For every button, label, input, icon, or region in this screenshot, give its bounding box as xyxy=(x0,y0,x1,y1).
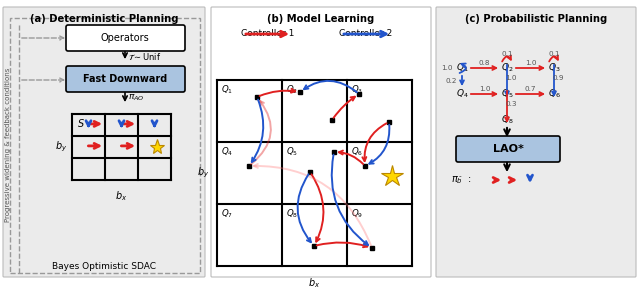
Text: 0.2: 0.2 xyxy=(445,78,457,84)
Text: $S$: $S$ xyxy=(77,117,85,129)
Text: (c) Probabilistic Planning: (c) Probabilistic Planning xyxy=(465,14,607,24)
Text: (a) Deterministic Planning: (a) Deterministic Planning xyxy=(29,14,179,24)
Text: $Q_6$: $Q_6$ xyxy=(351,146,363,159)
Text: 0.7: 0.7 xyxy=(525,86,536,92)
Text: Controller 1: Controller 1 xyxy=(241,29,294,38)
Bar xyxy=(10,18,200,273)
FancyBboxPatch shape xyxy=(66,25,185,51)
Text: 0.3: 0.3 xyxy=(505,101,516,107)
Text: $Q_9$: $Q_9$ xyxy=(351,208,363,220)
FancyBboxPatch shape xyxy=(436,7,636,277)
FancyBboxPatch shape xyxy=(3,7,205,277)
Text: Operators: Operators xyxy=(100,33,149,43)
Text: $b_y$: $b_y$ xyxy=(55,140,67,154)
FancyBboxPatch shape xyxy=(66,66,185,92)
Text: $Q_7$: $Q_7$ xyxy=(221,208,233,220)
Text: 1.0: 1.0 xyxy=(525,60,536,66)
Text: $Q_8$: $Q_8$ xyxy=(286,208,298,220)
Text: 1.0: 1.0 xyxy=(505,75,516,81)
Text: Progressive widening & feedback conditions: Progressive widening & feedback conditio… xyxy=(5,68,11,222)
Text: $Q_6$: $Q_6$ xyxy=(548,88,561,100)
Text: 0.8: 0.8 xyxy=(479,60,490,66)
Text: $\pi_{\bar{b}}$  :: $\pi_{\bar{b}}$ : xyxy=(451,174,472,186)
Text: $\hat{\mathcal{T}} \sim \mathrm{Unif}$: $\hat{\mathcal{T}} \sim \mathrm{Unif}$ xyxy=(128,49,161,63)
Text: 1.0: 1.0 xyxy=(479,86,490,92)
Text: $Q_4$: $Q_4$ xyxy=(456,88,468,100)
Text: 0.9: 0.9 xyxy=(552,75,564,81)
Text: $b_x$: $b_x$ xyxy=(115,189,127,203)
Text: 0.1: 0.1 xyxy=(501,51,513,57)
Text: $Q_3$: $Q_3$ xyxy=(351,84,363,97)
Text: $Q_2$: $Q_2$ xyxy=(500,62,513,74)
Text: $Q_4$: $Q_4$ xyxy=(221,146,233,159)
Text: $Q_8$: $Q_8$ xyxy=(500,114,513,126)
Text: 0.1: 0.1 xyxy=(548,51,560,57)
FancyBboxPatch shape xyxy=(211,7,431,277)
Text: $Q_1$: $Q_1$ xyxy=(456,62,468,74)
Text: $Q_5$: $Q_5$ xyxy=(286,146,298,159)
Text: $Q_1$: $Q_1$ xyxy=(221,84,233,97)
Text: (b) Model Learning: (b) Model Learning xyxy=(268,14,374,24)
Text: $b_y$: $b_y$ xyxy=(196,166,209,180)
Text: LAO*: LAO* xyxy=(493,144,524,154)
FancyBboxPatch shape xyxy=(456,136,560,162)
Text: 1.0: 1.0 xyxy=(441,65,452,71)
Text: Fast Downward: Fast Downward xyxy=(83,74,167,84)
Text: $Q_2$: $Q_2$ xyxy=(286,84,298,97)
Text: Bayes Optimistic SDAC: Bayes Optimistic SDAC xyxy=(52,262,156,271)
Text: $Q_3$: $Q_3$ xyxy=(548,62,560,74)
Text: $b_x$: $b_x$ xyxy=(308,276,321,290)
Text: $\pi_{AO}$: $\pi_{AO}$ xyxy=(128,93,145,103)
Text: $Q_5$: $Q_5$ xyxy=(500,88,513,100)
Text: Controller 2: Controller 2 xyxy=(339,29,392,38)
